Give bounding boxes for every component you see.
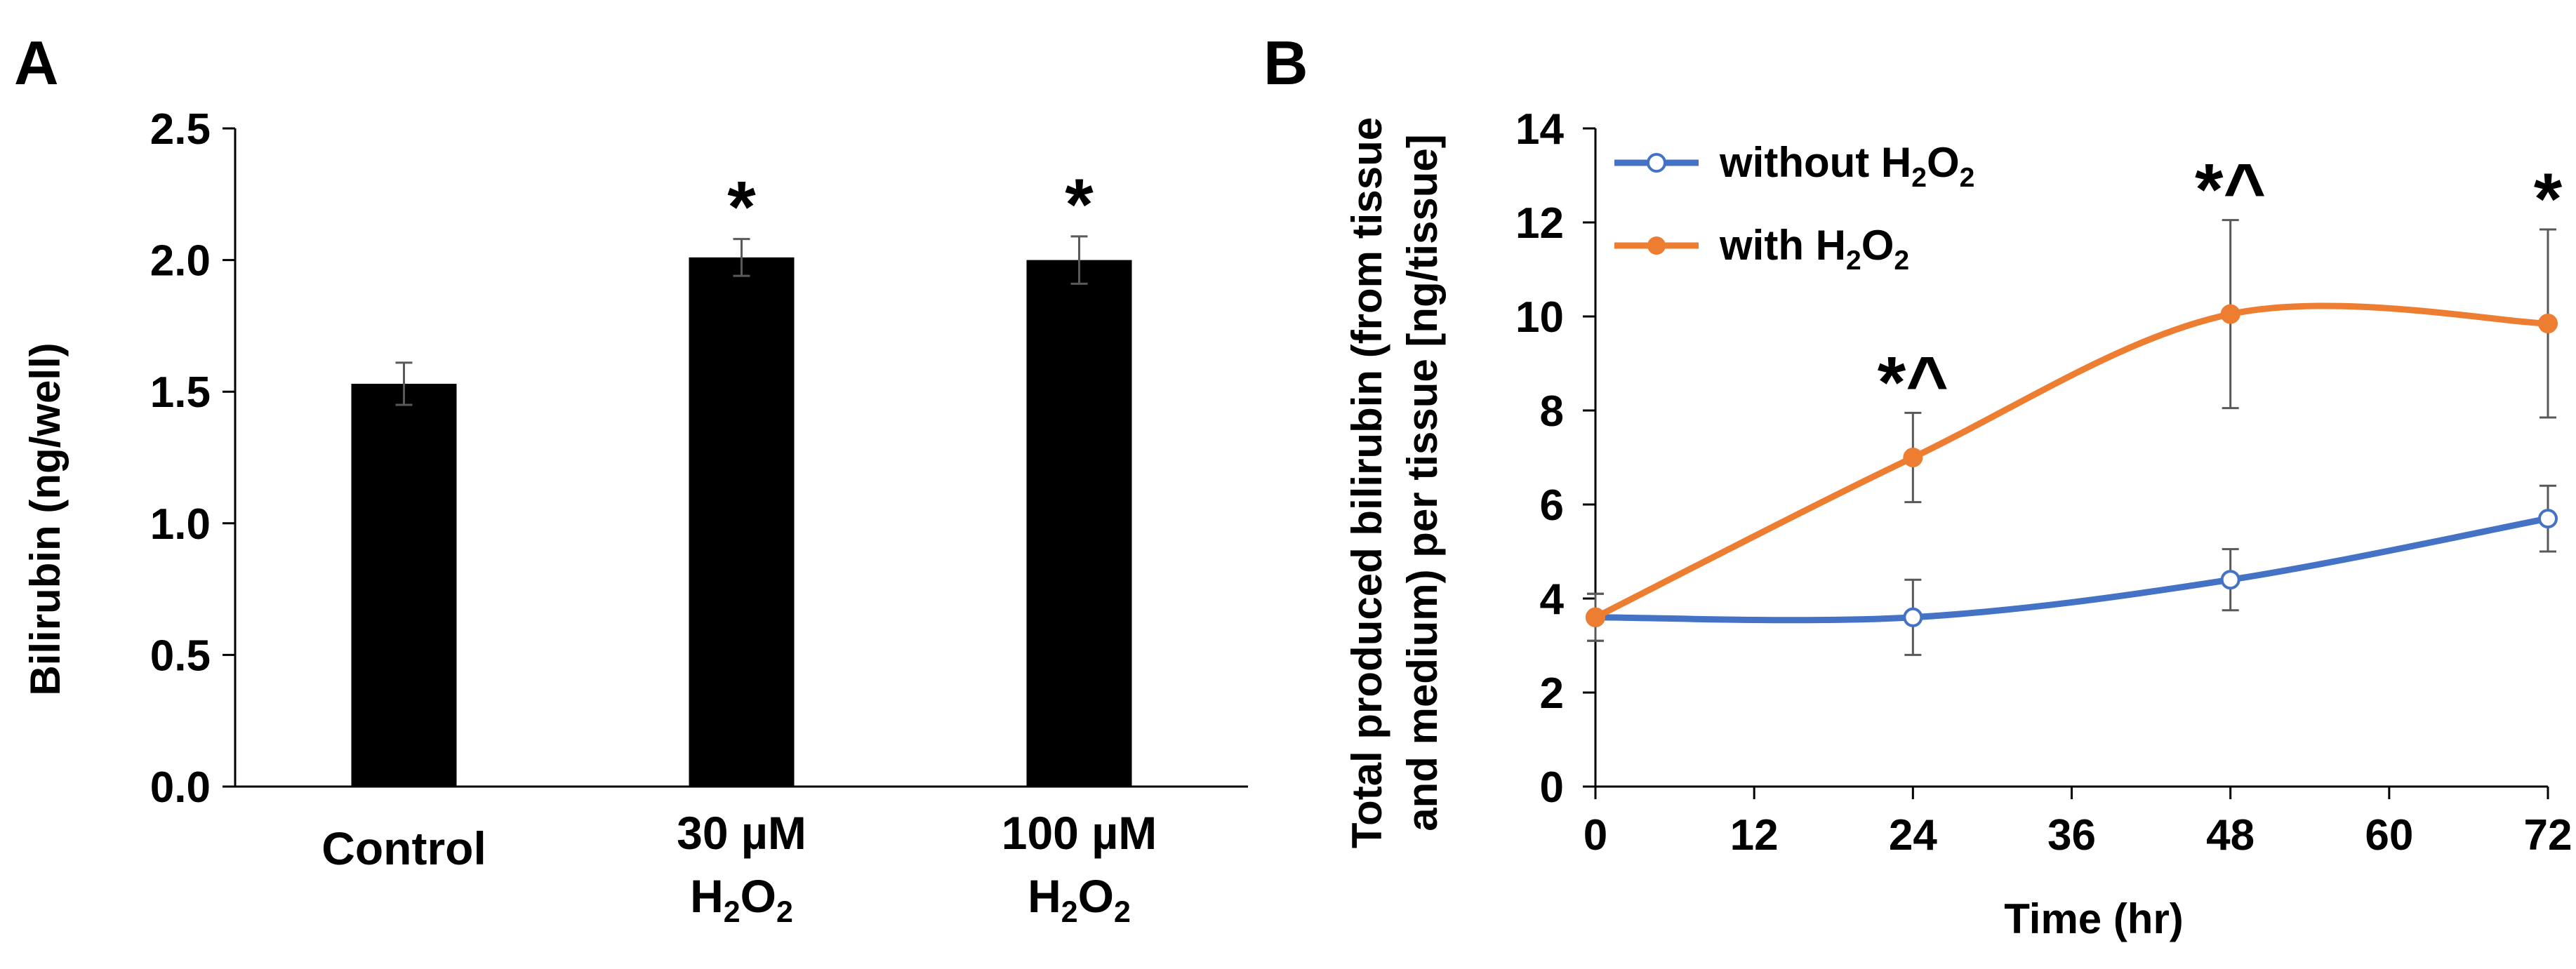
significance-annotation: * xyxy=(2534,159,2563,240)
bar xyxy=(1026,260,1132,787)
panel-b-label: B xyxy=(1263,28,1308,98)
x-tick-label: 0 xyxy=(1584,811,1607,860)
panel-a-label: A xyxy=(14,28,59,98)
data-point xyxy=(2220,304,2240,324)
x-tick-label: 48 xyxy=(2206,811,2255,860)
x-tick-label: 24 xyxy=(1889,811,1937,860)
y-tick-label: 14 xyxy=(1515,105,1564,154)
legend-marker xyxy=(1647,236,1666,255)
y-tick-label: 0.0 xyxy=(150,763,211,812)
y-tick-label: 2 xyxy=(1540,669,1564,718)
panel-a-y-axis-label: Bilirubin (ng/well) xyxy=(22,342,69,695)
subscript: 2 xyxy=(1114,895,1131,929)
series-1 xyxy=(1586,219,2558,642)
category-label-line1: Control xyxy=(321,822,486,874)
text-part: O xyxy=(1078,870,1114,922)
data-point xyxy=(2538,509,2558,529)
y-tick-label: 10 xyxy=(1515,293,1564,342)
y-tick-label: 6 xyxy=(1540,481,1564,530)
legend-label: without H2O2 xyxy=(1719,139,1974,193)
text-part: O xyxy=(741,870,776,922)
significance-annotation: *^ xyxy=(2195,149,2266,231)
panel-b-x-ticks: 0 12 24 36 48 60 72 xyxy=(1584,787,2572,860)
significance-annotation: *^ xyxy=(1878,342,1948,423)
x-tick-label: 12 xyxy=(1730,811,1779,860)
text-part: with H xyxy=(1719,222,1846,269)
panel-a-y-ticks: 0.0 0.5 1.0 1.5 2.0 2.5 xyxy=(150,105,235,812)
subscript: 2 xyxy=(776,895,793,929)
x-tick-label: 60 xyxy=(2365,811,2413,860)
x-tick-label: 36 xyxy=(2047,811,2096,860)
y-tick-label: 1.0 xyxy=(150,500,211,549)
category-label-line2: H2O2 xyxy=(1028,870,1131,929)
data-point xyxy=(2538,314,2558,334)
category-label-line1: 100 µM xyxy=(1002,807,1157,859)
subscript: 2 xyxy=(1061,895,1078,929)
category-label-line1: 30 µM xyxy=(677,807,806,859)
text-part: O xyxy=(1861,222,1894,269)
y-tick-label: 1.5 xyxy=(150,368,211,417)
text-part: without H xyxy=(1719,139,1911,186)
bar xyxy=(351,383,457,787)
data-point xyxy=(2220,570,2240,590)
y-tick-label: 2.5 xyxy=(150,105,211,154)
panel-b-y-axis-label-line1: Total produced bilirubin (from tissue xyxy=(1343,117,1390,848)
significance-star: * xyxy=(727,167,756,248)
legend-marker xyxy=(1647,153,1666,173)
panel-b-y-ticks: 0 2 4 6 8 10 12 14 xyxy=(1515,105,1595,812)
y-tick-label: 4 xyxy=(1540,575,1565,624)
panel-a-bar-chart: A Bilirubin (ng/well) 0.0 0.5 1.0 1.5 2.0 2.5… xyxy=(14,28,1248,929)
y-tick-label: 8 xyxy=(1540,387,1564,436)
data-point xyxy=(1586,607,1605,627)
series-line xyxy=(1592,515,2551,624)
series-line xyxy=(1592,302,2551,621)
subscript: 2 xyxy=(724,895,741,929)
text-part: O xyxy=(1927,139,1960,186)
data-point xyxy=(1903,607,1923,627)
panel-b-line-chart: B Total produced bilirubin (from tissue … xyxy=(1263,28,2572,942)
panel-b-x-axis-label: Time (hr) xyxy=(2004,895,2184,942)
significance-star: * xyxy=(1065,164,1094,246)
x-tick-label: 72 xyxy=(2524,811,2572,860)
series-0 xyxy=(1586,484,2558,656)
y-tick-label: 12 xyxy=(1515,199,1564,248)
subscript: 2 xyxy=(1911,163,1927,193)
panel-a-bars: * * xyxy=(351,164,1132,787)
legend-label: with H2O2 xyxy=(1719,222,1909,276)
y-tick-label: 2.0 xyxy=(150,237,211,286)
panel-b-annotations: *^ *^ * xyxy=(1878,149,2563,424)
text-part: H xyxy=(690,870,724,922)
subscript: 2 xyxy=(1960,163,1975,193)
data-point xyxy=(1903,448,1923,467)
y-tick-label: 0.5 xyxy=(150,631,211,680)
text-part: H xyxy=(1028,870,1061,922)
subscript: 2 xyxy=(1894,246,1909,276)
panel-b-y-axis-label-line2: and medium) per tissue [ng/tissue] xyxy=(1399,134,1446,831)
bar xyxy=(689,257,795,787)
y-tick-label: 0 xyxy=(1540,763,1564,812)
category-label-line2: H2O2 xyxy=(690,870,793,929)
subscript: 2 xyxy=(1846,246,1861,276)
panel-b-series xyxy=(1586,219,2558,656)
